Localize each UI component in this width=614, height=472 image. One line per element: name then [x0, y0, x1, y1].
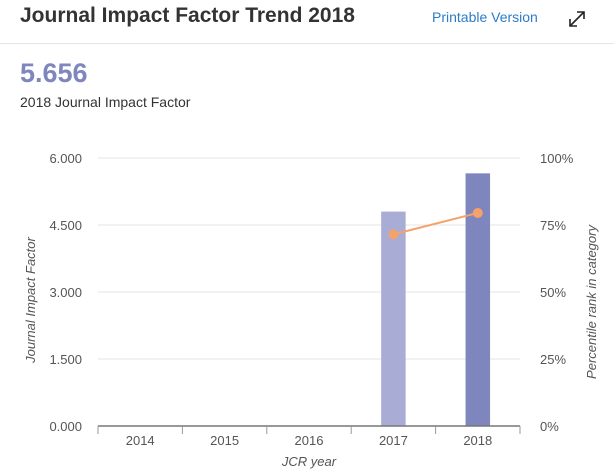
y-tick-label: 0.000 [49, 419, 82, 434]
x-axis-title: JCR year [281, 454, 337, 469]
y-tick-label: 4.500 [49, 218, 82, 233]
y2-tick-label: 0% [540, 419, 559, 434]
y-axis-title: Journal Impact Factor [23, 236, 38, 363]
bar-2017 [381, 211, 406, 426]
y2-tick-label: 75% [540, 218, 566, 233]
y2-tick-label: 100% [540, 151, 574, 166]
page-title: Journal Impact Factor Trend 2018 [20, 4, 355, 27]
impact-factor-value: 5.656 [20, 58, 88, 88]
percentile-line [393, 211, 479, 236]
y-tick-label: 6.000 [49, 151, 82, 166]
y2-tick-label: 25% [540, 352, 566, 367]
y2-axis-title: Percentile rank in category [584, 224, 599, 379]
y-tick-label: 1.500 [49, 352, 82, 367]
header: Journal Impact Factor Trend 2018 Printab… [0, 0, 614, 44]
expand-arrows-icon[interactable] [566, 8, 588, 30]
x-tick-label: 2015 [210, 433, 239, 448]
y-tick-label: 3.000 [49, 285, 82, 300]
x-tick-label: 2016 [295, 433, 324, 448]
impact-factor-label: 2018 Journal Impact Factor [20, 94, 191, 110]
printable-version-link[interactable]: Printable Version [432, 9, 538, 25]
percentile-point-2018 [472, 207, 483, 218]
x-tick-label: 2018 [463, 433, 492, 448]
x-tick-label: 2014 [126, 433, 155, 448]
x-tick-label: 2017 [379, 433, 408, 448]
percentile-point-2017 [388, 229, 399, 240]
y2-tick-label: 50% [540, 285, 566, 300]
